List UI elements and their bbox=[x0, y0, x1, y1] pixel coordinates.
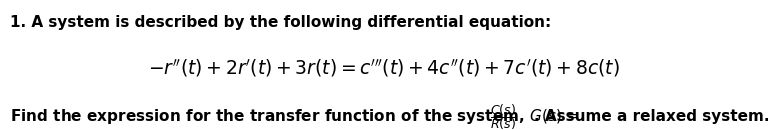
Text: . Assume a relaxed system.: . Assume a relaxed system. bbox=[534, 109, 768, 125]
Text: Find the expression for the transfer function of the system, $G(s)\, =\, $: Find the expression for the transfer fun… bbox=[10, 108, 580, 126]
Text: $\dfrac{C(s)}{R(s)}$: $\dfrac{C(s)}{R(s)}$ bbox=[490, 102, 517, 130]
Text: $-r^{\prime\prime}(t) + 2r^{\prime}(t) + 3r(t) = c^{\prime\prime\prime}(t) + 4c^: $-r^{\prime\prime}(t) + 2r^{\prime}(t) +… bbox=[148, 57, 620, 79]
Text: 1. A system is described by the following differential equation:: 1. A system is described by the followin… bbox=[10, 15, 551, 30]
